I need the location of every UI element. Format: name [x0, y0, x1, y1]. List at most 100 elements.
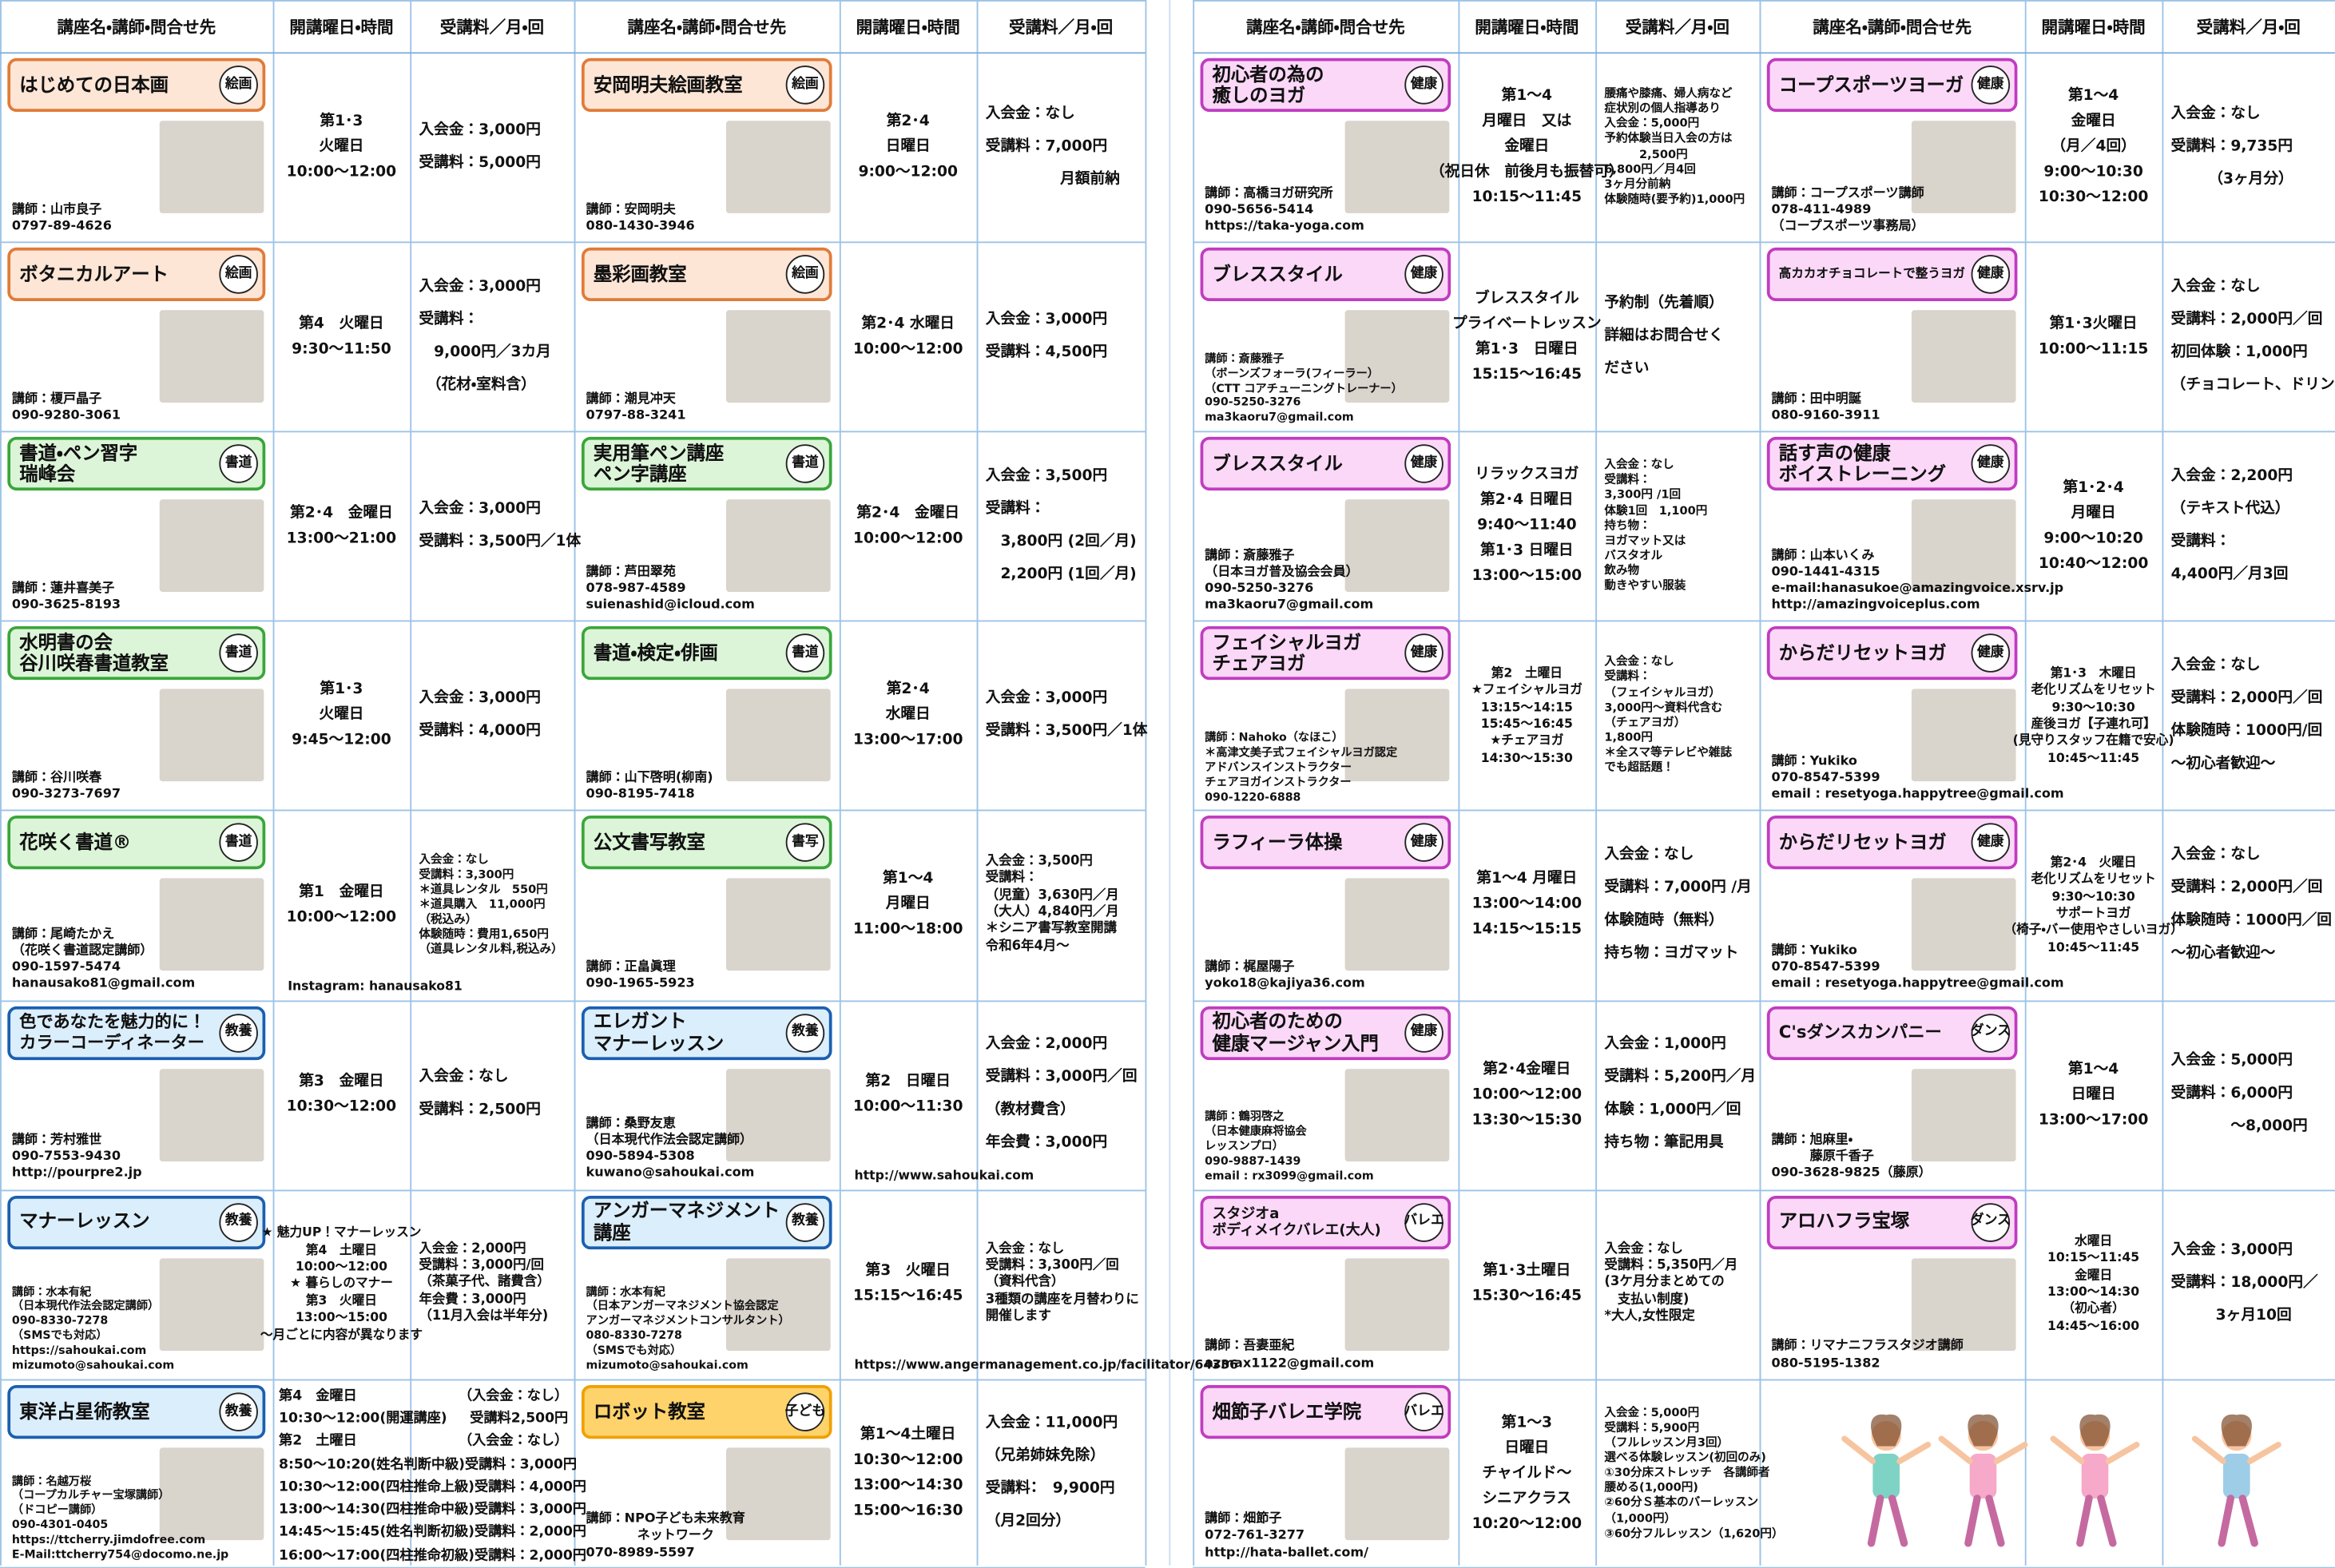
schedule-line: 第2 土曜日	[1491, 665, 1563, 680]
course-cell: 水明書の会 谷川咲春書道教室 書道 講師：谷川咲春 090-3273-7697	[0, 621, 273, 810]
schedule-line: 10:00～12:00	[852, 340, 963, 358]
schedule-line: （初心者）	[2062, 1300, 2125, 1316]
info-line: 090-5656-5414	[1205, 202, 1314, 218]
figure-part	[2105, 1441, 2140, 1464]
instructor-info: 講師：NPO子ども未来教育 ネットワーク 070-8989-5597	[586, 1512, 745, 1562]
info-line: 講師：蓮井喜美子	[11, 581, 115, 597]
category-tag: 教養	[219, 1391, 258, 1431]
info-line: 090-7553-9430	[11, 1149, 121, 1165]
column-header: 開講曜日・時間	[2041, 17, 2146, 37]
schedule-line: 13:00～17:00	[852, 732, 963, 749]
schedule: 第1～3 日曜日 チャイルド～ シニアクラス 10:20～12:00	[1458, 1379, 1595, 1568]
fee-line: 3,000円～資料代含む	[1604, 700, 1723, 714]
schedule-line: Instagram: hanausako81	[288, 978, 463, 994]
course-cell: スタジオa ボディメイクバレエ(大人) バレエ 講師：吾妻亜紀 azmax1122@g…	[1193, 1189, 1458, 1379]
schedule: 第1～4 金曜日 （月／4回） 9:00～10:30 10:30～12:00	[2025, 52, 2162, 241]
schedule-line: 金曜日	[2071, 113, 2116, 130]
course-title: 公文書写教室	[593, 831, 705, 854]
info-line: 090-8330-7278	[11, 1313, 109, 1328]
schedule: リラックスヨガ 第2･4 日曜日 9:40～11:40 第1･3 日曜日 13:00～1…	[1458, 431, 1595, 621]
figure-part	[2218, 1494, 2235, 1546]
row-rule	[574, 1378, 1146, 1380]
schedule-line: 9:00～12:00	[858, 164, 958, 181]
column-header: 開講曜日・時間	[856, 17, 960, 37]
info-line: 講師：尾崎たかえ	[11, 927, 115, 943]
schedule-line: 10:00～11:30	[852, 1098, 963, 1116]
info-line: 0797-88-3241	[586, 408, 686, 424]
course-title: 畑節子バレエ学院	[1212, 1399, 1362, 1422]
info-line: 講師：潮見冲天	[586, 391, 676, 407]
fee-line: 受講料：2,000円／回	[2170, 311, 2323, 327]
course-title-box: 高カカオチョコレートで整うヨガ 健康	[1766, 248, 2018, 302]
schedule-line: 水曜日	[885, 707, 931, 724]
schedule-line: 10:15～11:45	[2047, 1250, 2140, 1265]
info-line: 講師：田中明誕	[1771, 391, 1861, 407]
instructor-info: 講師：芦田翠苑 078-987-4589 suienashid@icloud.com	[586, 565, 755, 615]
schedule-cell: 受講料2,500円	[470, 1410, 569, 1427]
schedule-line: 第3 金曜日	[299, 1073, 384, 1090]
schedule-line: 第4 土曜日	[305, 1241, 377, 1257]
category-tag: 絵画	[219, 255, 258, 294]
schedule-line: 金曜日	[1504, 138, 1550, 156]
fee-line: 予約制（先着順）	[1604, 294, 1724, 312]
category-tag: 健康	[1404, 824, 1443, 863]
instructor-info: 講師：Yukiko 070-8547-5399 email : resetyoga.…	[1771, 943, 2063, 994]
fee-line: 入会金：3,000円	[985, 311, 1108, 327]
schedule-line: 金曜日	[2075, 1267, 2113, 1282]
column-header: 講座名・講師・問合せ先	[627, 17, 787, 37]
schedule-row: 第2 土曜日 （入会金：なし）	[279, 1429, 568, 1450]
course-cell: 畑節子バレエ学院 バレエ 講師：畑節子 072-761-3277 http://hata…	[1193, 1379, 1458, 1568]
fee-line: （花材・室料含）	[419, 376, 536, 394]
course-title: コープスポーツヨーガ	[1778, 73, 1964, 96]
course-title-box: 話す声の健康 ボイストレーニング 健康	[1766, 437, 2018, 491]
column-rule	[1145, 0, 1147, 1566]
row-rule	[1759, 431, 2335, 433]
course-photo	[1344, 1447, 1450, 1540]
fee-line: 入会金：なし	[1604, 847, 1694, 863]
course-cell: コープスポーツヨーガ 健康 講師：コープスポーツ講師 078-411-4989 （コープ…	[1760, 52, 2025, 241]
figure-part	[1841, 1435, 1876, 1464]
schedule-line: 第1～4土曜日	[860, 1427, 956, 1444]
row-rule	[1759, 810, 2335, 812]
schedule-cell: 受講料：2,000円	[474, 1524, 586, 1542]
fee-line: 入会金：5,000円	[1604, 117, 1700, 130]
course-title: スタジオa ボディメイクバレエ(大人)	[1212, 1205, 1381, 1239]
schedule: 第1～4 日曜日 13:00～17:00	[2025, 1000, 2162, 1189]
course-photo	[1344, 499, 1450, 593]
schedule-line: シニアクラス	[1482, 1491, 1572, 1507]
schedule: 第2･4 水曜日 10:00～12:00	[840, 242, 977, 431]
fee-line: ヨガマット又は	[1604, 533, 1686, 547]
info-line: email : resetyoga.happytree@gmail.com	[1771, 977, 2064, 992]
fee-line: 体験随時(要予約)1,000円	[1604, 192, 1745, 206]
course-cell: 花咲く書道® 書道 講師：尾崎たかえ （花咲く書道認定講師） 090-1597-5474…	[0, 810, 273, 999]
course-title-box: からだリセットヨガ 健康	[1766, 626, 2018, 681]
fee-line: 受講料：2,500円	[419, 1102, 541, 1118]
schedule-line: 第3 火曜日	[865, 1263, 951, 1280]
figure-part	[1896, 1441, 1932, 1464]
schedule: 第4 火曜日 9:30～11:50	[273, 242, 411, 431]
category-tag: バレエ	[1404, 1202, 1444, 1242]
course-title-box: エレガント マナーレッスン 教養	[581, 1005, 832, 1060]
course-title: 東洋占星術教室	[19, 1399, 150, 1422]
schedule-line: リラックスヨガ	[1475, 466, 1579, 484]
schedule-line: （椅子・バー使用やさしいヨガ）	[2003, 922, 2183, 937]
info-line: 講師：梶屋陽子	[1205, 960, 1295, 975]
fee-line: 予約体験当日入会の方は	[1604, 132, 1733, 145]
fee-line: 受講料：5,350円／月	[1604, 1258, 1738, 1274]
course-photo	[726, 1257, 831, 1351]
figure-part	[1872, 1453, 1900, 1499]
category-tag: 教養	[785, 1013, 825, 1052]
schedule: 第2 日曜日 10:00～11:30 http://www.sahoukai.com	[840, 1000, 1034, 1189]
schedule-line: 第3 火曜日	[305, 1292, 377, 1308]
course-photo	[726, 1447, 831, 1540]
schedule-line: http://www.sahoukai.com	[854, 1168, 1034, 1183]
info-line: 072-761-3277	[1205, 1529, 1305, 1544]
category-tag: 教養	[219, 1202, 258, 1242]
fee-line: 3種類の講座を月替わりに	[985, 1292, 1139, 1308]
fee-line: *大人,女性限定	[1604, 1309, 1695, 1324]
info-line: 講師：山下啓明(柳南)	[586, 771, 713, 786]
schedule-line: サポートヨガ	[2055, 904, 2131, 920]
figure-part	[1938, 1435, 1973, 1464]
schedule: 水曜日 10:15～11:45 金曜日 13:00～14:30 （初心者） 14:45～1…	[2025, 1189, 2162, 1379]
fee: 入会金：なし 受講料：2,500円	[410, 1000, 583, 1189]
